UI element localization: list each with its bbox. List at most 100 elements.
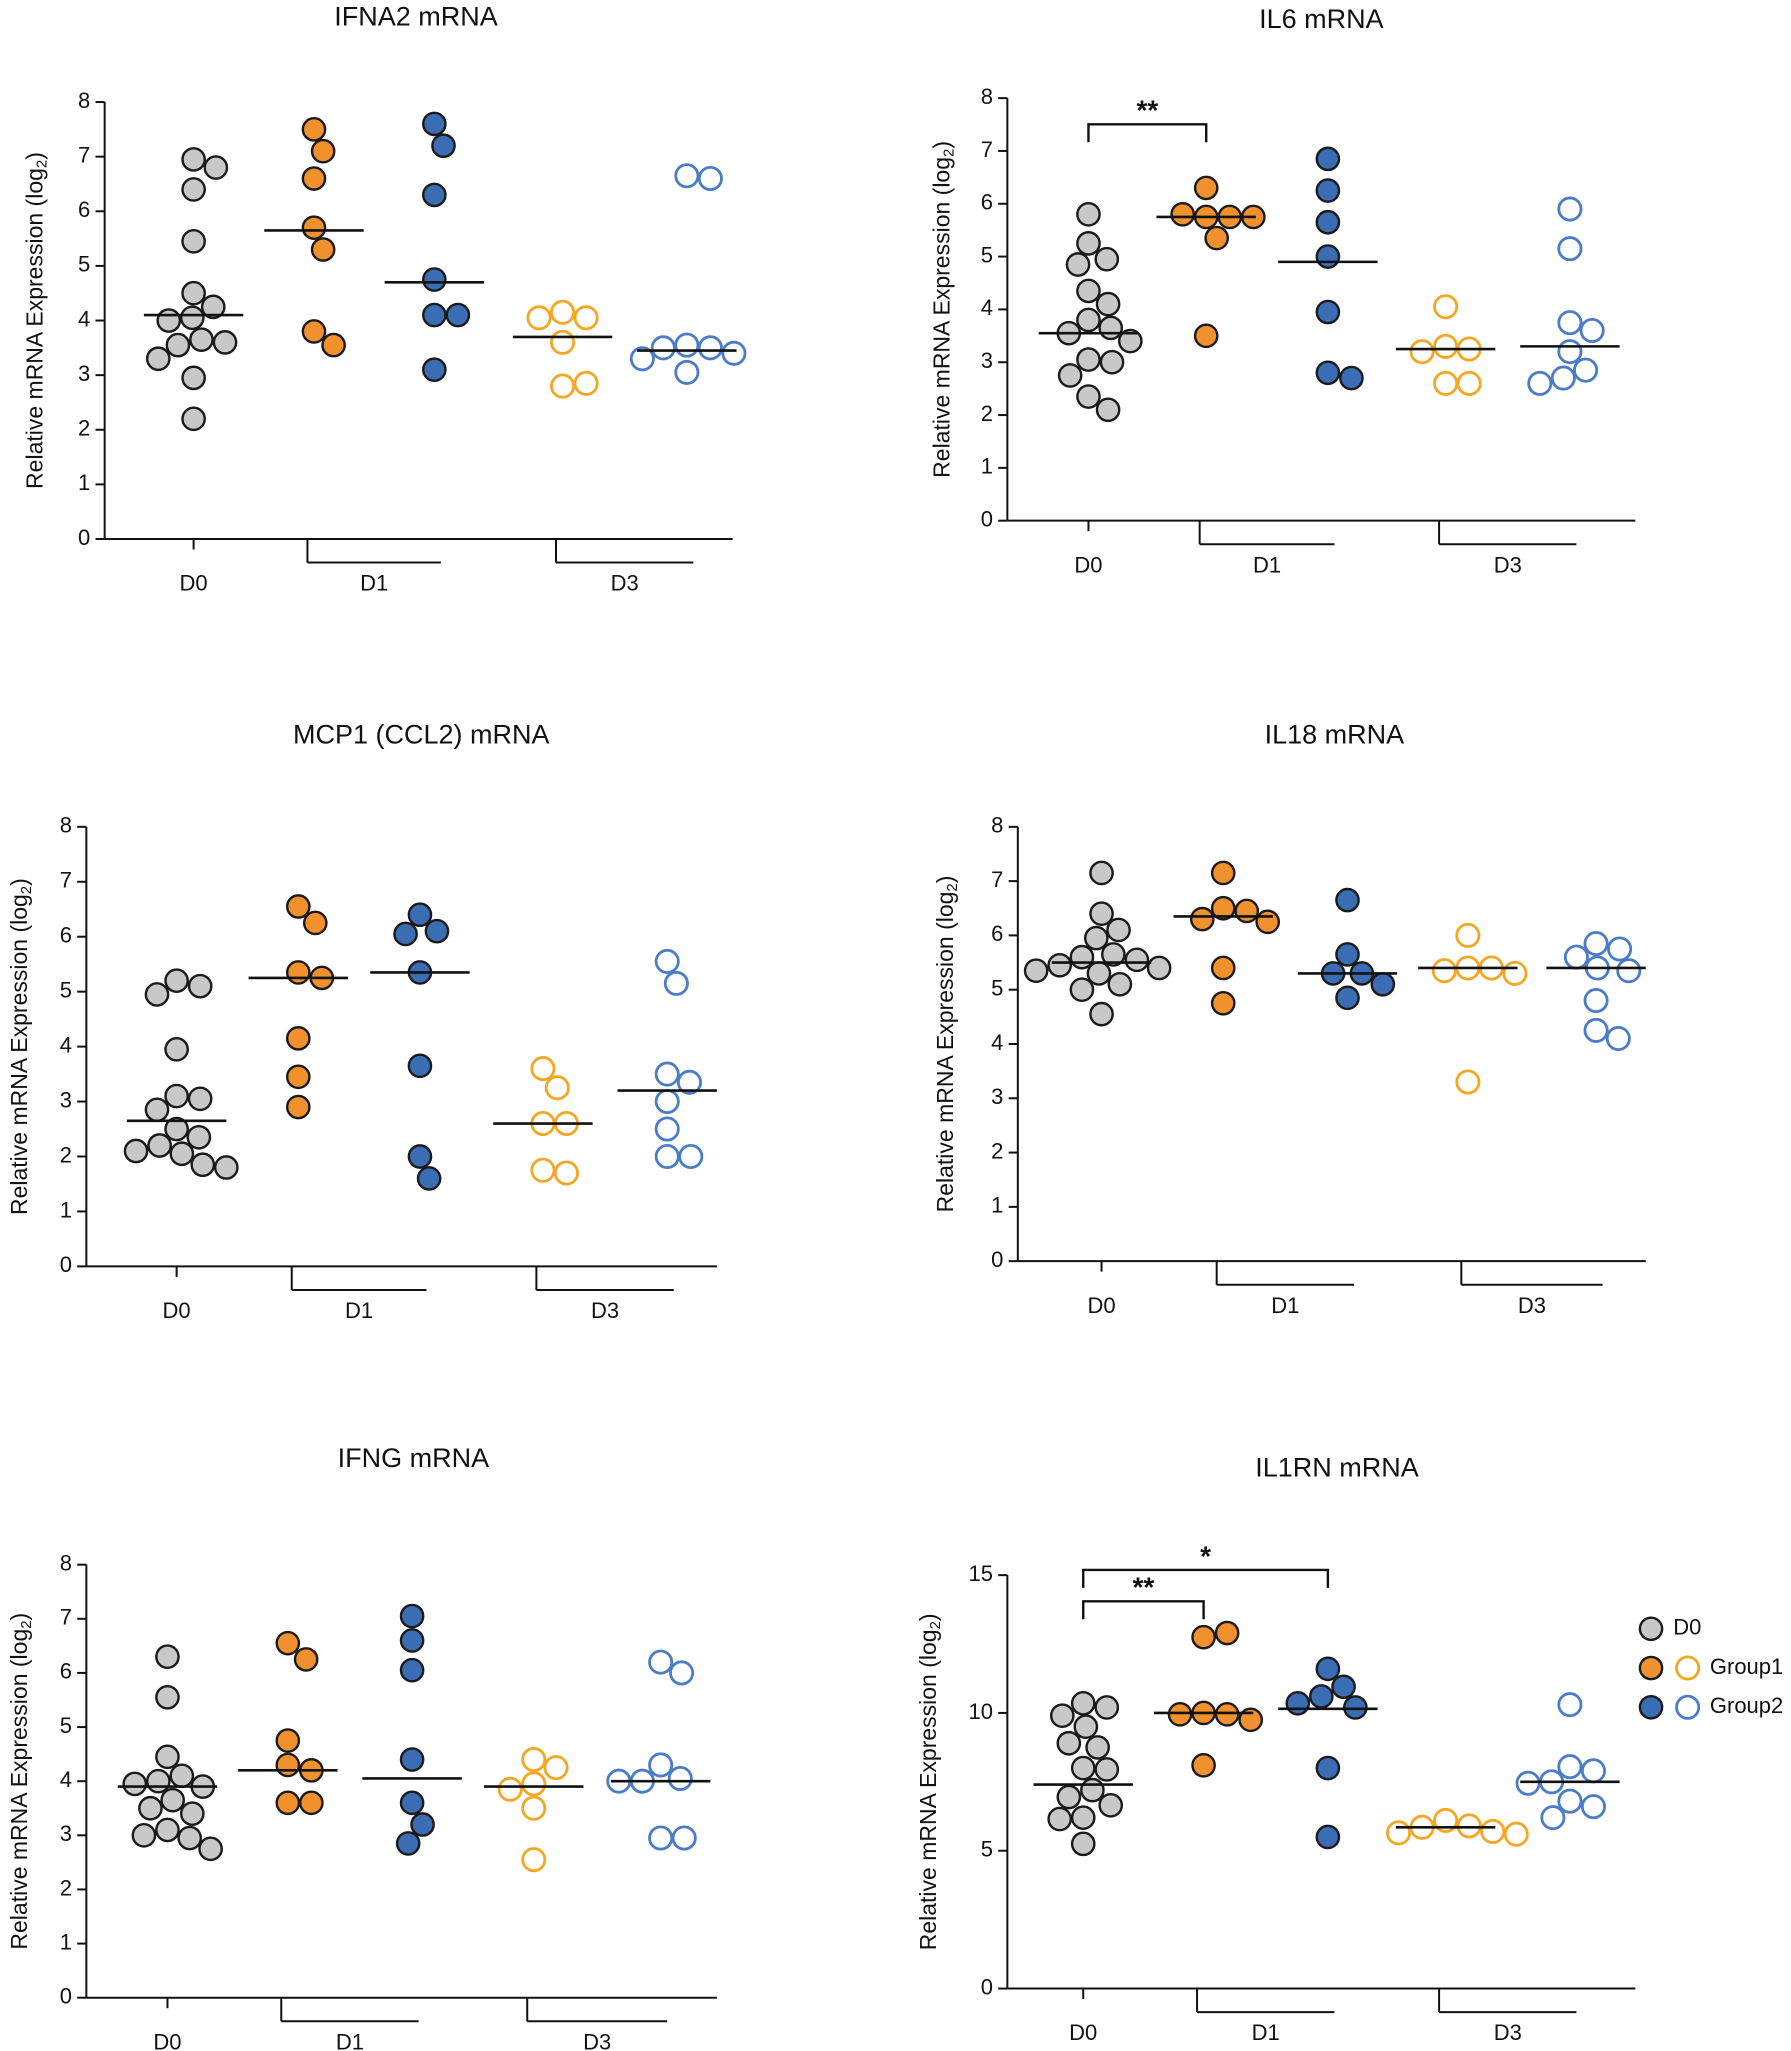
data-point	[1214, 1620, 1240, 1646]
data-point	[1527, 370, 1553, 396]
data-point	[310, 237, 336, 262]
data-point	[275, 1630, 301, 1656]
significance-bracket	[1082, 1600, 1205, 1620]
data-point	[399, 1628, 425, 1653]
data-point	[1335, 887, 1360, 913]
data-point	[1386, 1820, 1412, 1846]
legend-label: Group1	[1710, 1654, 1783, 1679]
y-axis-label: Relative mRNA Expression (log2)	[22, 152, 51, 489]
data-point	[155, 1744, 180, 1770]
data-point	[410, 1812, 435, 1837]
x-tick-label: D1	[1271, 1293, 1299, 1318]
data-point	[526, 305, 552, 331]
y-tick-label: 1	[991, 1193, 1003, 1218]
data-point	[301, 117, 327, 142]
data-point	[1095, 291, 1121, 317]
y-tick-label: 3	[991, 1084, 1003, 1109]
data-point	[1204, 225, 1229, 251]
data-point	[169, 1763, 195, 1789]
data-point	[1076, 307, 1101, 333]
y-axis-label-part: )	[6, 878, 32, 886]
y-tick-label: 4	[981, 295, 993, 320]
chart-title: IL6 mRNA	[1259, 4, 1384, 34]
data-point	[671, 1825, 697, 1851]
y-tick-label: 3	[60, 1821, 72, 1846]
data-point	[169, 1141, 195, 1167]
data-point	[431, 133, 456, 159]
data-point	[1409, 339, 1435, 365]
data-point	[550, 299, 576, 325]
y-axis-label-part: Relative mRNA Expression (log	[932, 892, 958, 1213]
data-point	[521, 1747, 547, 1773]
data-point	[399, 1747, 425, 1772]
y-tick-label: 2	[60, 1142, 72, 1167]
data-point	[1047, 952, 1073, 978]
data-point	[654, 1143, 680, 1170]
y-axis-label-part: )	[932, 876, 958, 884]
data-point	[1370, 971, 1396, 997]
x-tick-label: D1	[1253, 552, 1281, 577]
data-point	[200, 294, 226, 320]
significance-label: *	[1200, 1540, 1211, 1571]
legend-marker	[1675, 1694, 1701, 1720]
data-point	[1315, 209, 1341, 235]
data-point	[1057, 363, 1083, 388]
data-point	[650, 335, 676, 361]
data-point	[285, 1064, 311, 1090]
data-point	[697, 165, 723, 192]
data-point	[1238, 1707, 1264, 1733]
y-tick-label: 4	[60, 1032, 72, 1057]
data-point	[1573, 357, 1599, 383]
data-point	[1073, 1714, 1099, 1740]
y-tick-label: 0	[981, 506, 993, 531]
data-point	[1607, 936, 1633, 962]
y-tick-label: 5	[78, 252, 90, 277]
data-point	[275, 1728, 301, 1753]
data-point	[530, 1157, 556, 1183]
data-point	[156, 308, 182, 333]
data-point	[1210, 860, 1236, 886]
data-point	[181, 406, 206, 432]
data-point	[1070, 1805, 1096, 1830]
legend-label: D0	[1673, 1615, 1701, 1640]
data-point	[674, 163, 700, 189]
data-point	[189, 327, 214, 352]
data-point	[160, 1787, 186, 1813]
x-tick-label: D1	[360, 571, 388, 596]
data-point	[667, 1765, 693, 1792]
data-point	[1124, 947, 1150, 973]
data-point	[1431, 958, 1457, 984]
x-tick-label: D3	[583, 2029, 611, 2051]
legend-label: Group2	[1710, 1693, 1783, 1718]
y-tick-label: 2	[981, 401, 993, 426]
data-point	[393, 921, 418, 947]
data-point	[1070, 1755, 1096, 1781]
data-point	[301, 319, 327, 344]
y-axis-label-part: 2	[34, 160, 51, 168]
y-axis-label-part: 2	[940, 149, 957, 157]
data-point	[521, 1847, 547, 1873]
data-point	[1056, 1784, 1082, 1810]
data-point	[1076, 202, 1101, 227]
data-point	[214, 1155, 239, 1180]
data-point	[155, 1684, 180, 1710]
data-point	[1331, 1674, 1356, 1700]
data-point	[422, 357, 447, 383]
data-point	[1193, 323, 1219, 349]
data-point	[1433, 370, 1459, 396]
data-point	[1210, 895, 1236, 921]
y-axis-label-part: Relative mRNA Expression (log	[6, 1629, 32, 1950]
y-tick-label: 7	[991, 867, 1003, 892]
data-point	[1315, 1656, 1341, 1682]
y-tick-label: 0	[78, 525, 90, 550]
y-tick-label: 0	[60, 1252, 72, 1277]
significance-bracket	[1082, 1568, 1330, 1588]
data-point	[1557, 1754, 1583, 1780]
data-point	[1069, 977, 1095, 1003]
data-point	[573, 370, 599, 396]
data-point	[1210, 990, 1236, 1016]
y-tick-label: 0	[991, 1247, 1003, 1272]
data-point	[1580, 1794, 1606, 1820]
data-point	[543, 1755, 569, 1781]
